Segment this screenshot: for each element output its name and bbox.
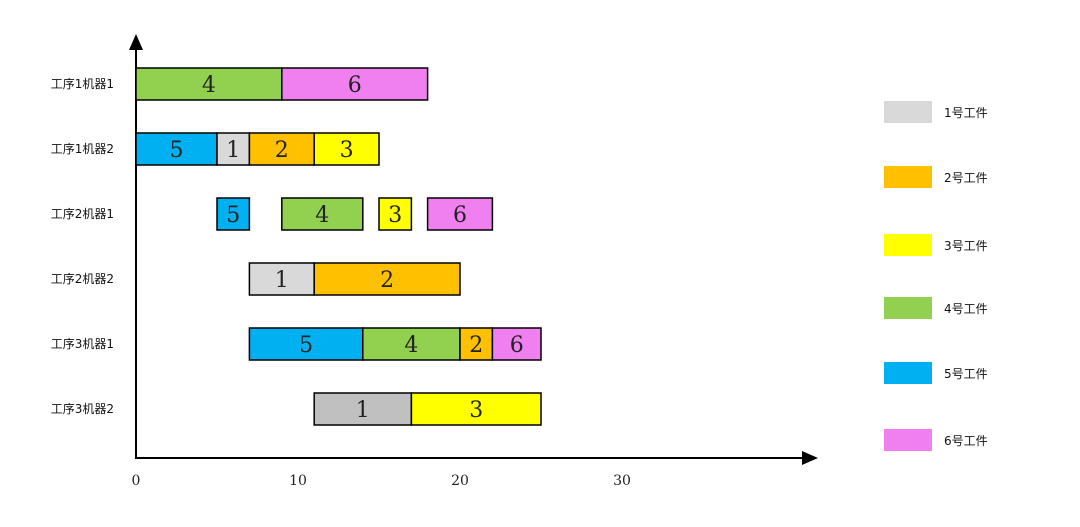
task-bar	[135, 67, 283, 101]
row-label: 工序1机器2	[51, 141, 114, 156]
task-bar	[248, 262, 315, 296]
task-bar	[378, 197, 413, 231]
x-tick-label: 30	[613, 473, 631, 489]
task-bar-label: 2	[275, 138, 289, 163]
task-bar	[135, 132, 218, 166]
task-bar	[313, 262, 461, 296]
task-bar	[313, 132, 380, 166]
task-bar	[362, 327, 461, 361]
legend-swatch	[884, 297, 932, 319]
task-bar-label: 6	[453, 203, 467, 228]
x-tick-label: 10	[289, 473, 307, 489]
task-bar-label: 4	[315, 203, 329, 228]
row-label: 工序2机器2	[51, 271, 114, 286]
task-bar-label: 3	[340, 138, 354, 163]
legend: 1号工件 2号工件 3号工件 4号工件 5号工件 6号工件	[884, 101, 988, 451]
legend-label: 6号工件	[944, 434, 988, 448]
task-bar	[426, 197, 494, 231]
legend-label: 2号工件	[944, 171, 988, 185]
row-labels: 工序1机器1 工序1机器2 工序2机器1 工序2机器2 工序3机器1 工序3机器2	[51, 76, 114, 416]
row-label: 工序1机器1	[51, 76, 114, 91]
task-bar-label: 6	[348, 73, 362, 98]
legend-label: 4号工件	[944, 302, 988, 316]
task-bar	[248, 327, 364, 361]
task-bar	[410, 392, 542, 426]
task-bar-label: 3	[388, 203, 402, 228]
legend-swatch	[884, 234, 932, 256]
x-tick-label: 20	[451, 473, 469, 489]
task-bar-label: 1	[226, 138, 240, 163]
task-bar	[281, 197, 364, 231]
task-bar-label: 4	[202, 73, 216, 98]
legend-swatch	[884, 429, 932, 451]
task-bar	[281, 67, 429, 101]
x-axis-arrow	[802, 451, 818, 465]
legend-label: 1号工件	[944, 106, 988, 120]
task-bar-label: 5	[170, 138, 184, 163]
task-bar	[216, 132, 251, 166]
legend-swatch	[884, 362, 932, 384]
task-bar-label: 1	[275, 268, 289, 293]
row-label: 工序3机器2	[51, 401, 114, 416]
legend-label: 3号工件	[944, 239, 988, 253]
legend-swatch	[884, 166, 932, 188]
y-axis-arrow	[129, 34, 143, 50]
task-bar-label: 2	[469, 333, 483, 358]
x-tick-label: 0	[132, 473, 141, 489]
task-bar-label: 1	[356, 398, 370, 423]
row-label: 工序3机器1	[51, 336, 114, 351]
axes	[129, 34, 818, 465]
task-bar	[216, 197, 251, 231]
task-bar-label: 6	[510, 333, 524, 358]
task-bars: 4 6 5 1 2 3 5 4 3 6 1 2 5 4 2 6 1 3	[135, 67, 542, 426]
task-bar-label: 2	[380, 268, 394, 293]
x-tick-labels: 0 10 20 30	[132, 473, 631, 489]
row-label: 工序2机器1	[51, 206, 114, 221]
task-bar-label: 5	[226, 203, 240, 228]
legend-swatch	[884, 101, 932, 123]
legend-label: 5号工件	[944, 367, 988, 381]
task-bar-label: 3	[469, 398, 483, 423]
task-bar-label: 5	[299, 333, 313, 358]
task-bar-label: 4	[404, 333, 418, 358]
task-bar	[491, 327, 542, 361]
